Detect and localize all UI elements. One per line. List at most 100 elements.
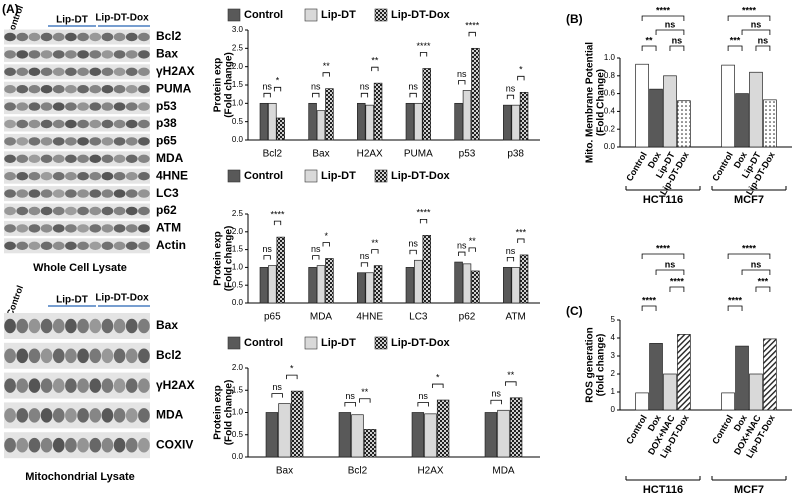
blot-band — [89, 67, 102, 77]
y-tick-label: 0.4 — [604, 107, 616, 116]
y-tick-label: 0.8 — [604, 71, 616, 80]
blot-band — [138, 206, 150, 216]
y-tick-label: 0.0 — [604, 142, 616, 151]
significance-label: ns — [272, 382, 282, 392]
significance-bracket — [273, 220, 282, 226]
significance-label: ns — [758, 35, 769, 45]
y-axis-label: Protein exp — [213, 231, 224, 285]
lane-group-label: Lip-DT — [56, 295, 88, 306]
significance-label: **** — [271, 210, 286, 220]
blot-band — [52, 85, 65, 94]
blot-strip — [4, 402, 150, 429]
significance-label: *** — [758, 276, 769, 286]
significance-bracket — [641, 253, 685, 259]
bar — [763, 99, 777, 148]
significance-label: ns — [491, 389, 501, 399]
blot-band — [28, 154, 41, 163]
blot-band — [101, 408, 114, 423]
significance-label: ns — [345, 391, 355, 401]
blot-band — [125, 85, 138, 94]
blot-band — [138, 102, 150, 111]
significance-label: **** — [465, 21, 480, 31]
blot-band — [77, 318, 89, 334]
blot-band — [113, 318, 126, 334]
bar — [749, 71, 763, 148]
bar — [414, 259, 423, 304]
blot-band — [28, 85, 41, 94]
bar — [357, 272, 366, 304]
y-axis-label: Protein exp — [213, 58, 224, 112]
bar — [276, 236, 285, 304]
significance-bracket — [641, 305, 657, 311]
lane-group-label: Lip-DT-Dox — [95, 13, 149, 24]
blot-band — [89, 437, 102, 453]
bar — [308, 267, 317, 304]
blot-band — [65, 172, 77, 181]
blot-band — [52, 119, 65, 129]
significance-bracket — [517, 238, 525, 243]
significance-bracket — [741, 29, 771, 35]
blot-band — [113, 32, 126, 42]
blot-band — [4, 85, 16, 94]
legend-swatch — [227, 8, 241, 22]
significance-label: **** — [642, 295, 657, 305]
blot-band — [125, 119, 138, 129]
bar — [677, 100, 691, 148]
significance-bracket — [727, 253, 771, 259]
blot-band — [52, 32, 65, 42]
significance-bracket — [669, 45, 685, 51]
significance-label: ** — [361, 387, 369, 397]
x-tick-label: MDA — [310, 312, 333, 323]
blot-band — [125, 32, 138, 42]
blot-band — [125, 50, 138, 59]
y-tick-label: 1.5 — [232, 385, 244, 394]
significance-bracket — [727, 305, 743, 311]
blot-band — [52, 224, 65, 233]
bar — [663, 373, 677, 411]
blot-band — [101, 67, 114, 77]
significance-bracket — [360, 92, 369, 98]
bar — [735, 93, 749, 148]
protein-label: Bax — [156, 47, 178, 61]
blot-strip — [4, 116, 150, 132]
bar — [735, 345, 749, 411]
y-tick-label: 1.0 — [604, 53, 616, 62]
significance-label: ns — [311, 244, 321, 254]
blot-band — [101, 102, 114, 111]
blot-band — [101, 50, 114, 59]
significance-bracket — [506, 94, 515, 100]
legend-label: Control — [244, 9, 283, 21]
y-tick-label: 0.0 — [232, 135, 244, 144]
blot-band — [101, 241, 114, 250]
y-tick-label: 0.0 — [232, 298, 244, 307]
x-tick-label: H2AX — [357, 149, 383, 160]
blot-band — [77, 408, 89, 423]
significance-label: **** — [670, 276, 685, 286]
blot-band — [89, 206, 102, 216]
bar — [276, 117, 285, 141]
blot-band — [40, 137, 53, 146]
protein-label: Bcl2 — [156, 29, 182, 43]
significance-bracket — [741, 269, 771, 275]
bar — [511, 267, 520, 304]
blot-band — [40, 50, 53, 59]
bar — [259, 102, 269, 141]
blot-band — [89, 224, 102, 233]
blot-band — [40, 119, 53, 129]
blot-band — [16, 378, 29, 393]
blot-band — [65, 206, 77, 216]
panel-label: (C) — [566, 304, 583, 318]
blot-band — [52, 67, 65, 77]
protein-label: Bcl2 — [156, 348, 182, 362]
blot-band — [4, 119, 16, 129]
blot-band — [52, 348, 65, 364]
blot-band — [113, 137, 126, 146]
blot-band — [138, 241, 150, 250]
blot-band — [52, 137, 65, 146]
blot-band — [138, 408, 150, 423]
blot-band — [52, 378, 65, 393]
bar — [265, 412, 279, 458]
blot-band — [4, 137, 16, 146]
blot-band — [16, 119, 29, 129]
blot-band — [28, 172, 41, 181]
